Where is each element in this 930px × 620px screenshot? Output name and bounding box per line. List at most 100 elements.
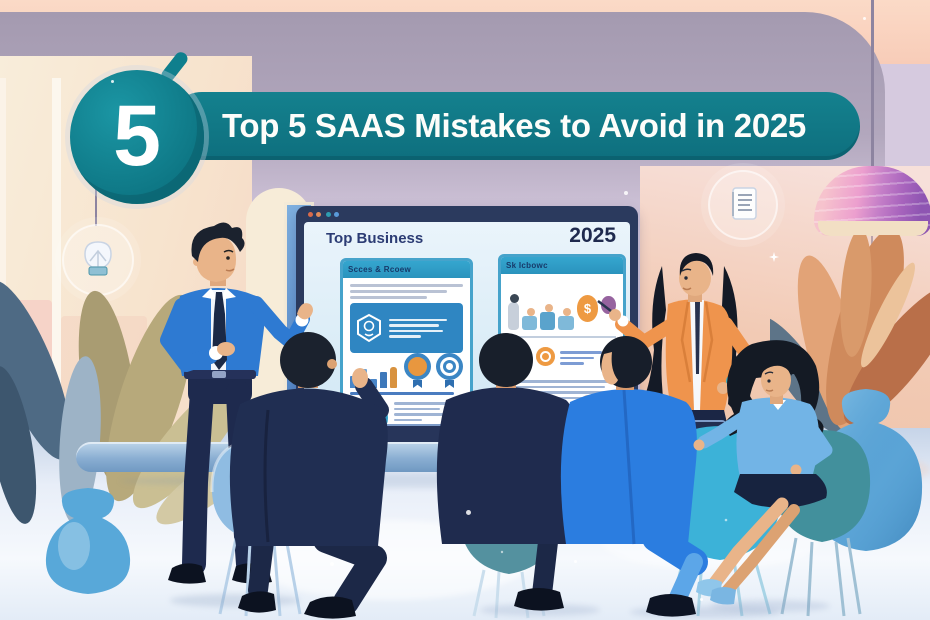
lightbulb-pendant (62, 224, 134, 296)
hand (609, 309, 621, 321)
notebook-badge (708, 170, 778, 240)
leg (532, 532, 558, 604)
leaf (59, 356, 101, 524)
text-line (394, 407, 440, 410)
hand (693, 439, 705, 451)
text-line (350, 296, 427, 299)
suit-fold (263, 409, 270, 543)
person-figure (508, 294, 519, 330)
text-line (508, 380, 616, 383)
text-line (394, 418, 422, 421)
hand (217, 342, 235, 356)
hair (191, 222, 245, 262)
vase-left (45, 488, 131, 594)
notebook-icon (732, 187, 757, 220)
dollar-badge: $ (576, 295, 599, 322)
eye (226, 256, 230, 260)
arm-pointing (615, 315, 683, 349)
shoe (238, 591, 276, 613)
text-line (508, 385, 606, 388)
leg (707, 497, 789, 591)
leg (248, 532, 274, 600)
bar (380, 372, 387, 388)
person-seated-woman (693, 340, 833, 605)
window-dot (308, 212, 313, 217)
lapel (702, 301, 714, 383)
sparkle (574, 560, 577, 563)
leaf (0, 366, 37, 524)
pen (597, 300, 612, 312)
divider (508, 336, 616, 338)
shadow (710, 600, 830, 612)
screen-heading: Top Business (326, 230, 424, 247)
text-line (508, 391, 611, 394)
sparkle (466, 510, 471, 515)
shoe (168, 563, 206, 584)
mouth (225, 268, 235, 272)
purple-dot (601, 296, 616, 314)
mouth (765, 389, 774, 392)
arm (793, 413, 833, 475)
suit-seam (622, 389, 636, 545)
skirt (734, 474, 827, 508)
text-line (389, 329, 443, 332)
person-seated-man-blue (560, 336, 708, 617)
sparkle-star (769, 252, 779, 262)
collar (202, 288, 218, 300)
number-badge: 5 (70, 70, 204, 204)
text-line (350, 284, 463, 287)
award-badge (436, 353, 463, 388)
leaf (861, 262, 915, 368)
text-line (389, 318, 447, 321)
leg (720, 504, 800, 598)
head (280, 332, 336, 388)
arm-on-table (697, 409, 753, 449)
face (761, 363, 791, 397)
sparkle (700, 598, 703, 601)
head (479, 333, 533, 387)
chair-legs (780, 537, 862, 617)
suit-back (229, 388, 388, 546)
window-mullion (52, 78, 61, 620)
heel-shoe (710, 587, 736, 605)
face-profile (601, 352, 618, 385)
mouth (682, 287, 692, 291)
banner-title: Top 5 SAAS Mistakes to Avoid in 2025 (222, 107, 806, 144)
sparkle (111, 80, 114, 83)
cuff (617, 315, 629, 327)
text-line (350, 290, 448, 293)
people-figures-row: $ (508, 284, 616, 330)
sparkle (330, 562, 334, 566)
shoe (514, 588, 564, 611)
hand (717, 382, 729, 394)
shoe (304, 596, 356, 619)
belt-buckle (212, 371, 226, 378)
person-seated-man-2 (436, 333, 575, 611)
window-dot (334, 212, 339, 217)
blouse (736, 397, 819, 478)
brow (223, 249, 234, 253)
eye (767, 379, 771, 383)
brow (764, 371, 774, 375)
panel-title: Sk Icbowc (501, 257, 623, 274)
panel-title: Scces & Rcoew (343, 261, 470, 278)
bangs (760, 358, 792, 376)
lapel (680, 301, 692, 383)
mini-bar-chart (350, 353, 463, 388)
tie (695, 302, 700, 374)
title-banner: Top 5 SAAS Mistakes to Avoid in 2025 (168, 92, 860, 160)
window-dot (316, 212, 321, 217)
leaf (0, 280, 72, 460)
brow (681, 268, 692, 272)
award-badge (404, 353, 431, 388)
eye (684, 276, 688, 280)
pendant-lamp (814, 166, 930, 236)
bar (370, 379, 377, 388)
leg (182, 380, 214, 576)
hand (352, 368, 368, 388)
sparkle (624, 191, 628, 195)
leg (313, 527, 387, 615)
text-line (389, 335, 421, 338)
badge-number: 5 (113, 88, 161, 184)
collar (220, 288, 236, 300)
